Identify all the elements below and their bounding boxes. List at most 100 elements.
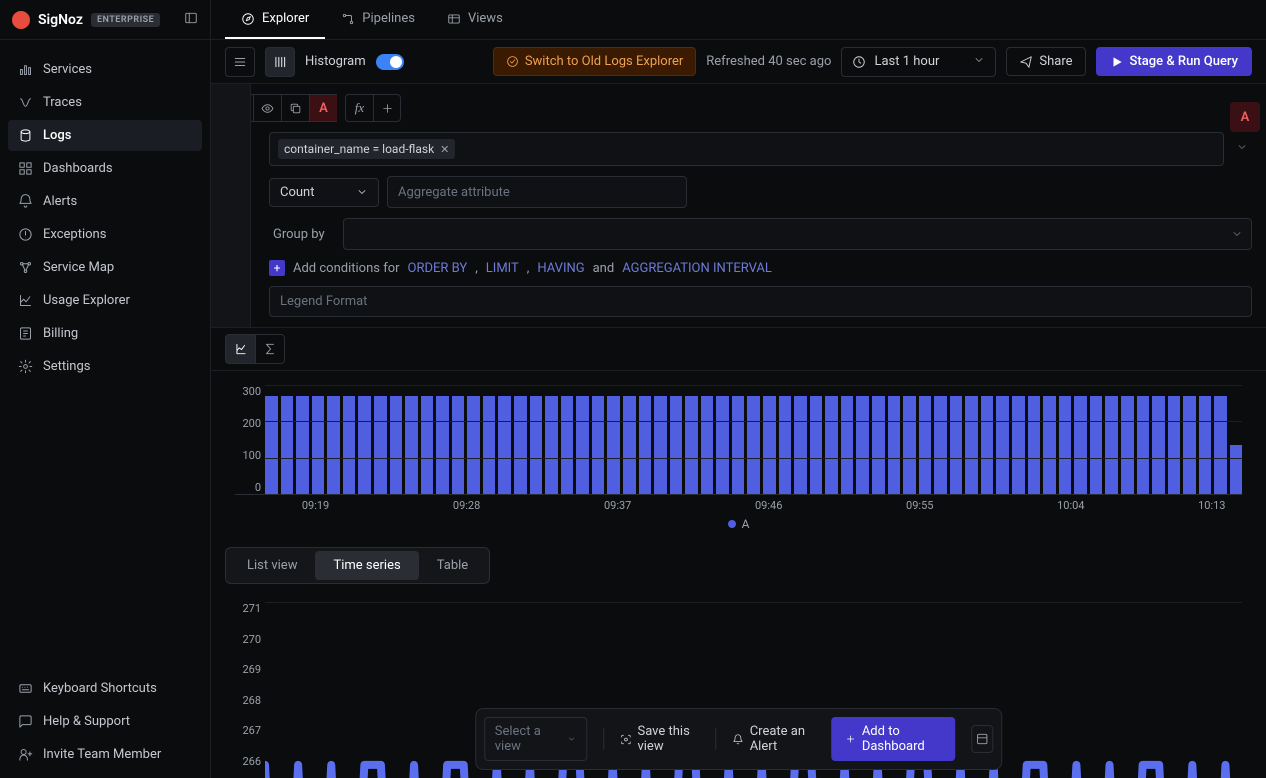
histogram-bar[interactable] [358,396,371,494]
add-query-icon[interactable] [373,94,401,122]
histogram-bar[interactable] [716,396,729,494]
histogram-bar[interactable] [1105,396,1118,494]
histogram-bar[interactable] [825,396,838,494]
add-to-dashboard-button[interactable]: Add to Dashboard [831,717,955,761]
histogram-toggle[interactable] [376,54,404,70]
sidebar-item-alerts[interactable]: Alerts [8,186,202,217]
histogram-bar[interactable] [856,396,869,494]
aggregate-attr-input[interactable]: Aggregate attribute [387,176,687,208]
fx-button[interactable]: fx [345,94,373,122]
histogram-bar[interactable] [903,396,916,494]
histogram-bar[interactable] [296,396,309,494]
chevron-down-icon[interactable] [1232,141,1252,157]
histogram-bar[interactable] [701,396,714,494]
histogram-bar[interactable] [374,396,387,494]
share-button[interactable]: Share [1006,47,1085,76]
sidebar-item-services[interactable]: Services [8,54,202,85]
histogram-bar[interactable] [685,396,698,494]
remove-chip-icon[interactable]: ✕ [440,143,449,156]
histogram-bar[interactable] [670,396,683,494]
filter-input[interactable]: container_name = load-flask ✕ [269,132,1224,166]
histogram-bar[interactable] [872,396,885,494]
sidebar-item-keyboard-shortcuts[interactable]: Keyboard Shortcuts [8,673,202,704]
view-tab-list[interactable]: List view [229,551,315,580]
histogram-bar[interactable] [965,396,978,494]
switch-old-explorer-button[interactable]: Switch to Old Logs Explorer [493,47,696,76]
histogram-bar[interactable] [934,396,947,494]
query-badge-floating[interactable]: A [1230,102,1260,132]
sidebar-item-traces[interactable]: Traces [8,87,202,118]
raw-view-icon[interactable] [225,47,255,77]
histogram-bar[interactable] [1012,396,1025,494]
sidebar-item-service-map[interactable]: Service Map [8,252,202,283]
histogram-bar[interactable] [981,396,994,494]
histogram-bar[interactable] [1043,396,1056,494]
histogram-bar[interactable] [1059,396,1072,494]
legend-format-input[interactable]: Legend Format [269,286,1252,317]
sidebar-item-invite-member[interactable]: Invite Team Member [8,739,202,770]
interval-link[interactable]: AGGREGATION INTERVAL [622,261,772,276]
histogram-bar[interactable] [1074,396,1087,494]
histogram-bar[interactable] [576,396,589,494]
histogram-bar[interactable] [561,396,574,494]
tab-pipelines[interactable]: Pipelines [325,0,431,39]
histogram-bar[interactable] [654,396,667,494]
histogram-bar[interactable] [1028,396,1041,494]
tab-explorer[interactable]: Explorer [225,0,325,39]
aggregate-fn-select[interactable]: Count [269,178,379,207]
histogram-bar[interactable] [732,396,745,494]
histogram-bar[interactable] [327,396,340,494]
histogram-bar[interactable] [607,396,620,494]
sidebar-item-usage-explorer[interactable]: Usage Explorer [8,285,202,316]
add-condition-icon[interactable]: + [269,260,285,276]
histogram-bar[interactable] [530,396,543,494]
histogram-bar[interactable] [1230,445,1243,494]
histogram-bar[interactable] [794,396,807,494]
histogram-bar[interactable] [841,396,854,494]
histogram-bar[interactable] [810,396,823,494]
histogram-bar[interactable] [405,396,418,494]
histogram-bar[interactable] [1121,396,1134,494]
histogram-bar[interactable] [421,396,434,494]
run-query-button[interactable]: Stage & Run Query [1096,47,1252,76]
histogram-bar[interactable] [1090,396,1103,494]
chart-mode-sum-icon[interactable] [255,334,285,364]
view-tab-timeseries[interactable]: Time series [315,551,418,580]
histogram-bar[interactable] [312,396,325,494]
sidebar-item-dashboards[interactable]: Dashboards [8,153,202,184]
histogram-bar[interactable] [483,396,496,494]
histogram-bar[interactable] [343,396,356,494]
view-tab-table[interactable]: Table [419,551,486,580]
sidebar-item-billing[interactable]: Billing [8,318,202,349]
histogram-bar[interactable] [1152,396,1165,494]
export-icon[interactable] [971,725,993,753]
toggle-visibility-icon[interactable] [253,94,281,122]
create-alert-button[interactable]: Create an Alert [732,724,815,754]
histogram-bar[interactable] [1183,396,1196,494]
histogram-bar[interactable] [265,396,278,494]
histogram-bar[interactable] [452,396,465,494]
groupby-input[interactable] [343,218,1252,250]
histogram-bar[interactable] [763,396,776,494]
histogram-bar[interactable] [1214,396,1227,494]
sidebar-item-logs[interactable]: Logs [8,120,202,151]
histogram-bar[interactable] [498,396,511,494]
histogram-bar[interactable] [514,396,527,494]
sidebar-item-exceptions[interactable]: Exceptions [8,219,202,250]
histogram-bar[interactable] [436,396,449,494]
builder-view-icon[interactable] [265,47,295,77]
histogram-bar[interactable] [390,396,403,494]
sidebar-item-help-support[interactable]: Help & Support [8,706,202,737]
histogram-bar[interactable] [1168,396,1181,494]
histogram-bar[interactable] [639,396,652,494]
histogram-bar[interactable] [919,396,932,494]
histogram-bar[interactable] [623,396,636,494]
filter-chip[interactable]: container_name = load-flask ✕ [278,139,455,159]
save-view-button[interactable]: Save this view [620,724,699,754]
clone-query-icon[interactable] [281,94,309,122]
histogram-bar[interactable] [1199,396,1212,494]
time-range-select[interactable]: Last 1 hour [841,47,996,77]
select-view-dropdown[interactable]: Select a view [484,717,588,761]
histogram-bar[interactable] [281,396,294,494]
orderby-link[interactable]: ORDER BY [408,261,468,276]
